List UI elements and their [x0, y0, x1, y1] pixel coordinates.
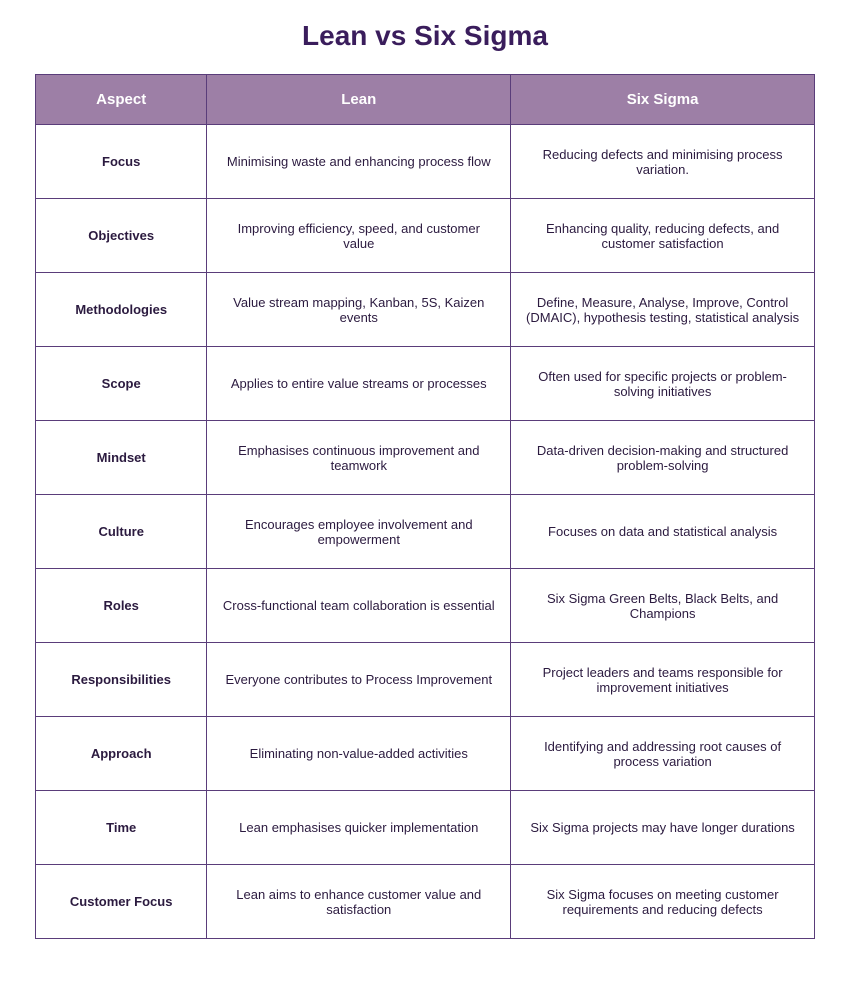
- cell-aspect: Mindset: [36, 421, 207, 495]
- table-header-row: Aspect Lean Six Sigma: [36, 75, 815, 125]
- col-header-lean: Lean: [207, 75, 511, 125]
- cell-six-sigma: Define, Measure, Analyse, Improve, Contr…: [511, 273, 815, 347]
- cell-six-sigma: Project leaders and teams responsible fo…: [511, 643, 815, 717]
- table-body: Focus Minimising waste and enhancing pro…: [36, 125, 815, 939]
- cell-six-sigma: Often used for specific projects or prob…: [511, 347, 815, 421]
- cell-aspect: Responsibilities: [36, 643, 207, 717]
- cell-aspect: Time: [36, 791, 207, 865]
- comparison-table: Aspect Lean Six Sigma Focus Minimising w…: [35, 74, 815, 939]
- col-header-aspect: Aspect: [36, 75, 207, 125]
- cell-six-sigma: Six Sigma projects may have longer durat…: [511, 791, 815, 865]
- cell-aspect: Focus: [36, 125, 207, 199]
- cell-aspect: Methodologies: [36, 273, 207, 347]
- cell-aspect: Culture: [36, 495, 207, 569]
- cell-aspect: Roles: [36, 569, 207, 643]
- table-row: Culture Encourages employee involvement …: [36, 495, 815, 569]
- cell-six-sigma: Identifying and addressing root causes o…: [511, 717, 815, 791]
- cell-six-sigma: Reducing defects and minimising process …: [511, 125, 815, 199]
- cell-six-sigma: Focuses on data and statistical analysis: [511, 495, 815, 569]
- table-row: Methodologies Value stream mapping, Kanb…: [36, 273, 815, 347]
- table-row: Focus Minimising waste and enhancing pro…: [36, 125, 815, 199]
- table-row: Roles Cross-functional team collaboratio…: [36, 569, 815, 643]
- cell-lean: Cross-functional team collaboration is e…: [207, 569, 511, 643]
- cell-lean: Lean emphasises quicker implementation: [207, 791, 511, 865]
- cell-lean: Encourages employee involvement and empo…: [207, 495, 511, 569]
- cell-six-sigma: Data-driven decision-making and structur…: [511, 421, 815, 495]
- table-row: Customer Focus Lean aims to enhance cust…: [36, 865, 815, 939]
- cell-aspect: Approach: [36, 717, 207, 791]
- page-title: Lean vs Six Sigma: [35, 20, 815, 52]
- table-row: Mindset Emphasises continuous improvemen…: [36, 421, 815, 495]
- cell-six-sigma: Enhancing quality, reducing defects, and…: [511, 199, 815, 273]
- table-row: Scope Applies to entire value streams or…: [36, 347, 815, 421]
- cell-lean: Everyone contributes to Process Improvem…: [207, 643, 511, 717]
- table-row: Objectives Improving efficiency, speed, …: [36, 199, 815, 273]
- cell-aspect: Scope: [36, 347, 207, 421]
- cell-six-sigma: Six Sigma focuses on meeting customer re…: [511, 865, 815, 939]
- cell-lean: Eliminating non-value-added activities: [207, 717, 511, 791]
- table-row: Time Lean emphasises quicker implementat…: [36, 791, 815, 865]
- cell-lean: Emphasises continuous improvement and te…: [207, 421, 511, 495]
- cell-lean: Lean aims to enhance customer value and …: [207, 865, 511, 939]
- cell-lean: Value stream mapping, Kanban, 5S, Kaizen…: [207, 273, 511, 347]
- col-header-six-sigma: Six Sigma: [511, 75, 815, 125]
- table-row: Approach Eliminating non-value-added act…: [36, 717, 815, 791]
- cell-six-sigma: Six Sigma Green Belts, Black Belts, and …: [511, 569, 815, 643]
- cell-lean: Minimising waste and enhancing process f…: [207, 125, 511, 199]
- cell-lean: Applies to entire value streams or proce…: [207, 347, 511, 421]
- cell-aspect: Objectives: [36, 199, 207, 273]
- cell-aspect: Customer Focus: [36, 865, 207, 939]
- table-row: Responsibilities Everyone contributes to…: [36, 643, 815, 717]
- cell-lean: Improving efficiency, speed, and custome…: [207, 199, 511, 273]
